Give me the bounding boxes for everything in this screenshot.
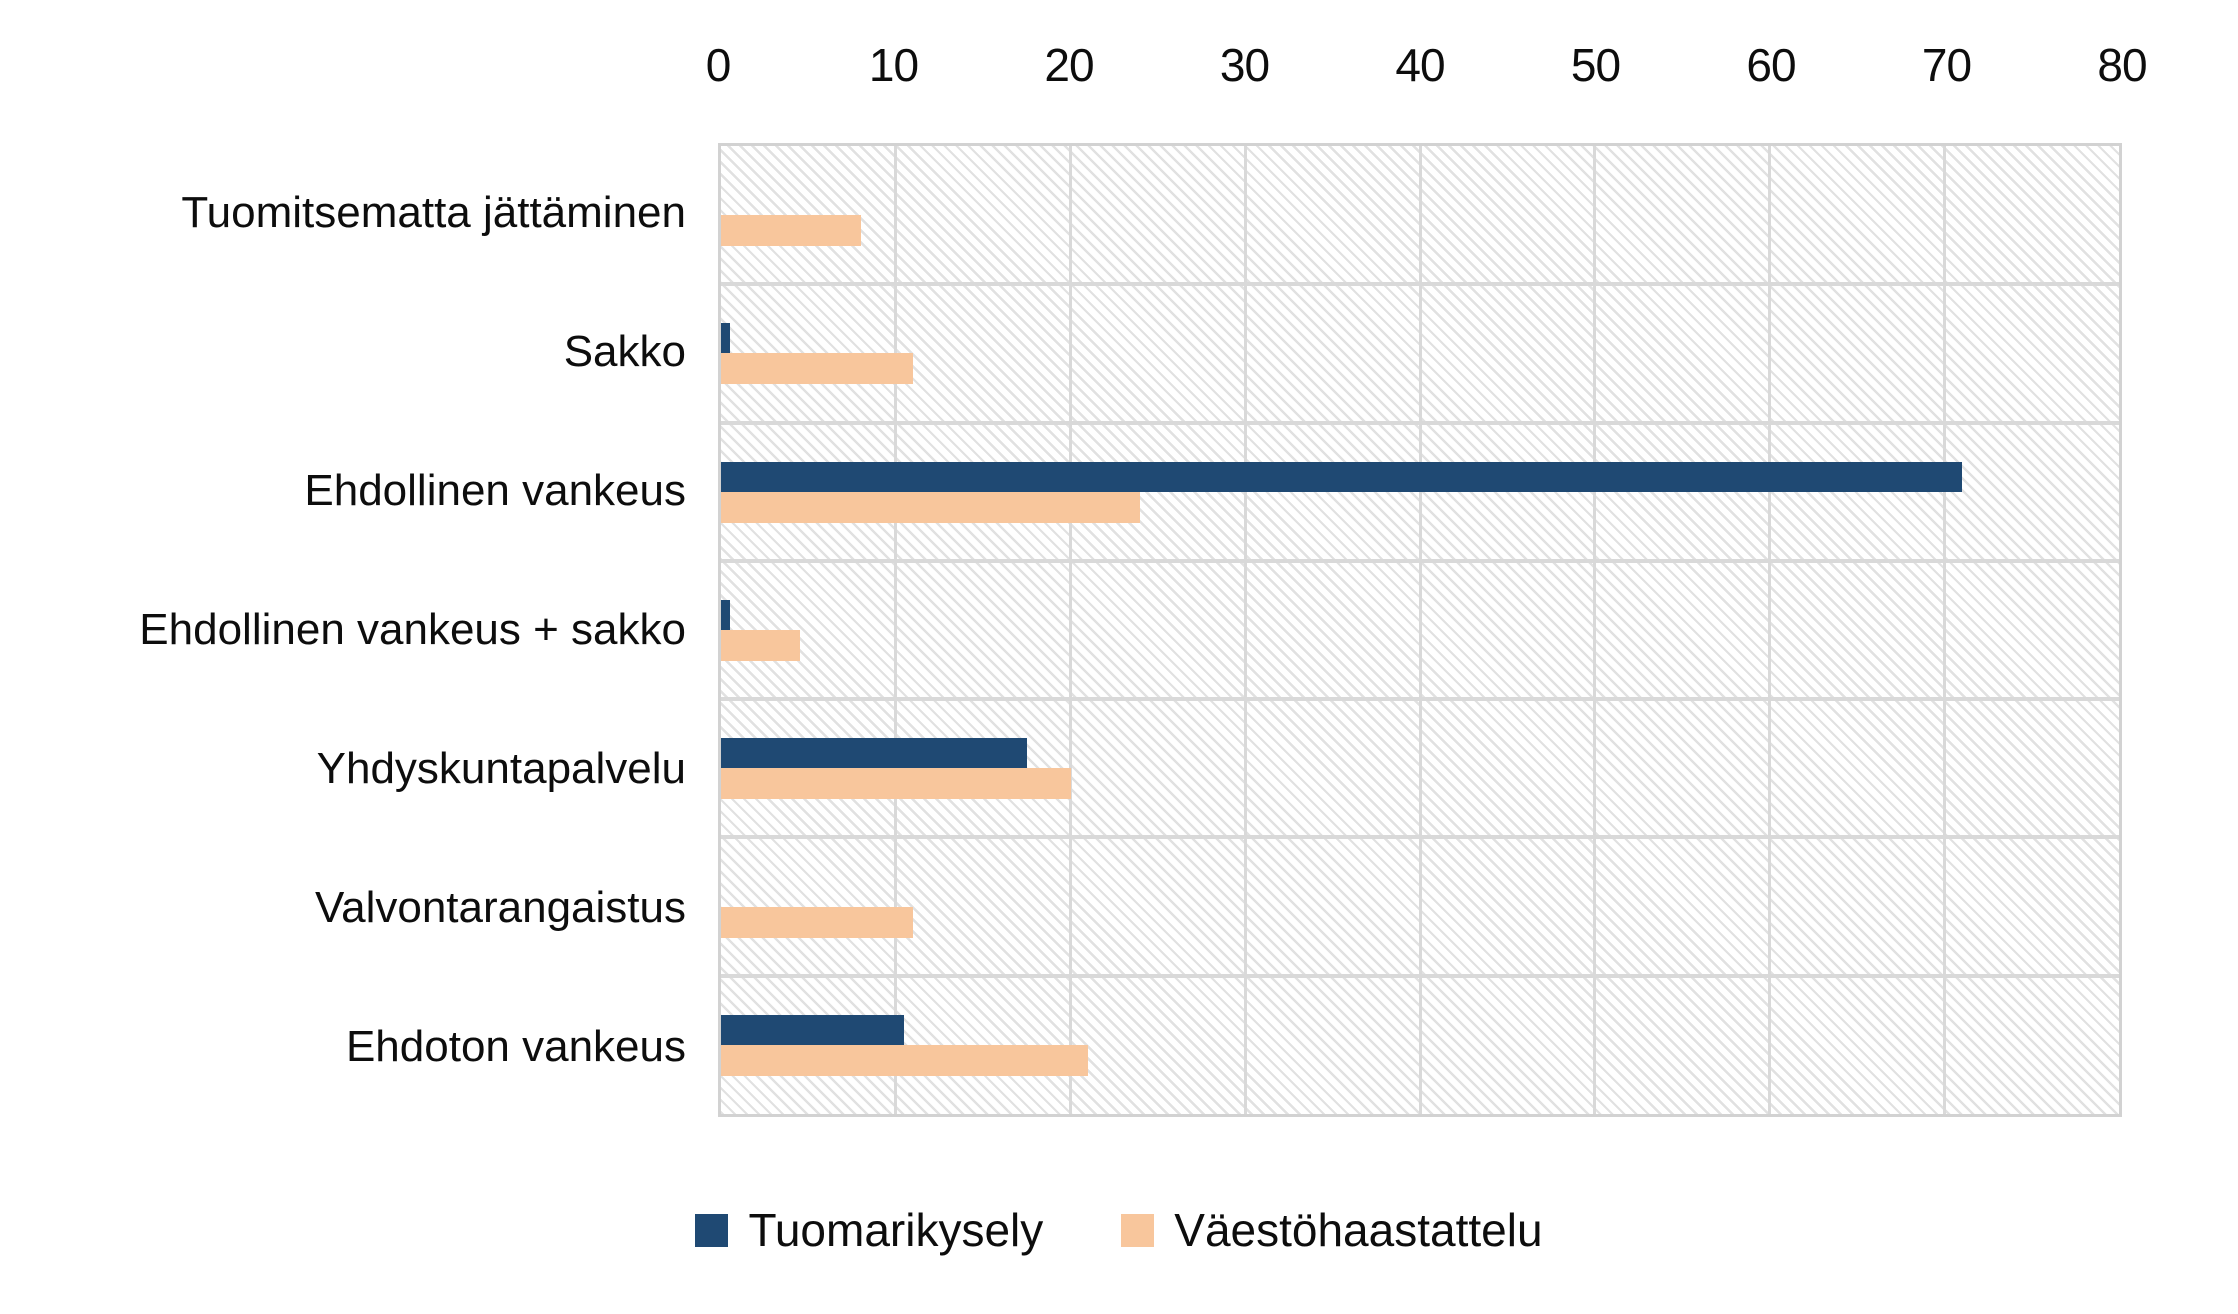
- category-label: Ehdoton vankeus: [345, 1022, 686, 1072]
- gridline-vertical: [1768, 146, 1771, 1114]
- legend-label-tuomarikysely: Tuomarikysely: [748, 1204, 1044, 1256]
- legend-swatch-vaestohaastattelu: [1121, 1213, 1155, 1247]
- x-tick-label: 60: [1746, 39, 1796, 91]
- bar-row: [721, 976, 2119, 1114]
- x-tick-label: 70: [1921, 39, 1972, 91]
- x-tick-label: 0: [705, 39, 732, 91]
- bar-tuomarikysely: [721, 1014, 905, 1045]
- x-tick-label: 40: [1395, 39, 1445, 91]
- legend: Tuomarikysely Väestöhaastattelu: [0, 1203, 2238, 1257]
- bar-vaestohaastattelu: [721, 629, 800, 661]
- x-tick-label: 10: [868, 39, 919, 91]
- gridline-vertical: [894, 146, 898, 1114]
- bar-row: [721, 837, 2119, 975]
- legend-item-vaestohaastattelu: Väestöhaastattelu: [1121, 1203, 1543, 1257]
- gridline-vertical: [1069, 146, 1072, 1114]
- bar-vaestohaastattelu: [721, 353, 914, 385]
- x-tick-label: 30: [1219, 39, 1270, 91]
- bar-row: [721, 699, 2119, 837]
- bar-row: [721, 146, 2119, 284]
- bar-vaestohaastattelu: [721, 768, 1071, 800]
- bar-vaestohaastattelu: [721, 906, 914, 938]
- gridline-vertical: [1942, 146, 1946, 1114]
- x-tick-label: 80: [2097, 39, 2147, 91]
- bar-vaestohaastattelu: [721, 491, 1141, 523]
- category-label: Valvontarangaistus: [315, 883, 686, 933]
- bar-tuomarikysely: [721, 461, 1962, 492]
- x-tick-label: 50: [1570, 39, 1621, 91]
- bar-tuomarikysely: [721, 599, 730, 630]
- legend-label-vaestohaastattelu: Väestöhaastattelu: [1174, 1204, 1543, 1256]
- legend-swatch-tuomarikysely: [695, 1213, 729, 1247]
- bar-tuomarikysely: [721, 738, 1027, 769]
- bar-row: [721, 284, 2119, 422]
- plot-area: [718, 143, 2122, 1117]
- gridline-vertical: [1243, 146, 1247, 1114]
- x-tick-label: 20: [1044, 39, 1094, 91]
- gridline-vertical: [1593, 146, 1597, 1114]
- bar-vaestohaastattelu: [721, 215, 861, 247]
- bar-row: [721, 423, 2119, 561]
- category-label: Tuomitsematta jättäminen: [181, 187, 686, 237]
- bar-row: [721, 561, 2119, 699]
- category-label: Ehdollinen vankeus: [304, 465, 686, 515]
- category-label: Sakko: [563, 326, 686, 376]
- bar-rows: [721, 146, 2119, 1114]
- category-label: Ehdollinen vankeus + sakko: [139, 604, 686, 654]
- bar-vaestohaastattelu: [721, 1044, 1088, 1076]
- legend-item-tuomarikysely: Tuomarikysely: [695, 1203, 1043, 1257]
- category-label: Yhdyskuntapalvelu: [316, 744, 686, 794]
- bar-tuomarikysely: [721, 323, 730, 354]
- category-labels: Tuomitsematta jättäminen Sakko Ehdollinen …: [0, 143, 700, 1117]
- gridline-vertical: [1418, 146, 1422, 1114]
